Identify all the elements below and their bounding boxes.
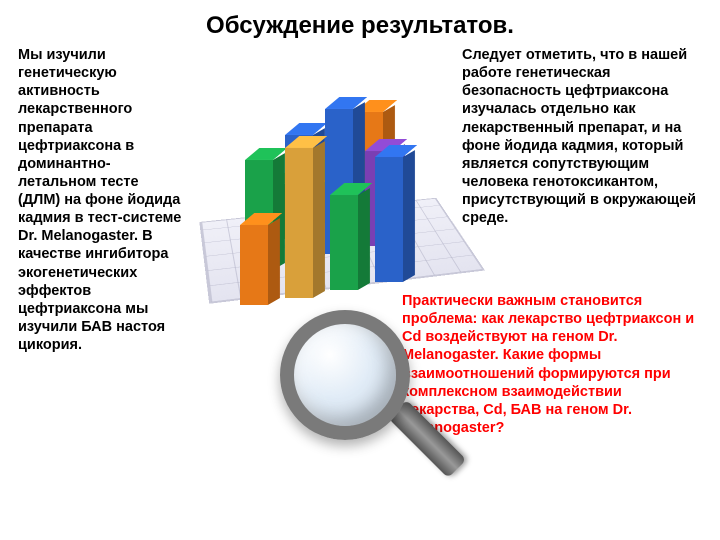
content: Мы изучили генетическую активность лекар… xyxy=(0,40,720,540)
magnifier-handle xyxy=(388,400,466,478)
page-title: Обсуждение результатов. xyxy=(0,0,720,40)
left-paragraph: Мы изучили генетическую активность лекар… xyxy=(18,46,183,354)
magnifying-glass-icon xyxy=(280,310,460,490)
right-paragraph: Следует отметить, что в нашей работе ген… xyxy=(462,46,702,227)
magnifier-lens xyxy=(280,310,410,440)
